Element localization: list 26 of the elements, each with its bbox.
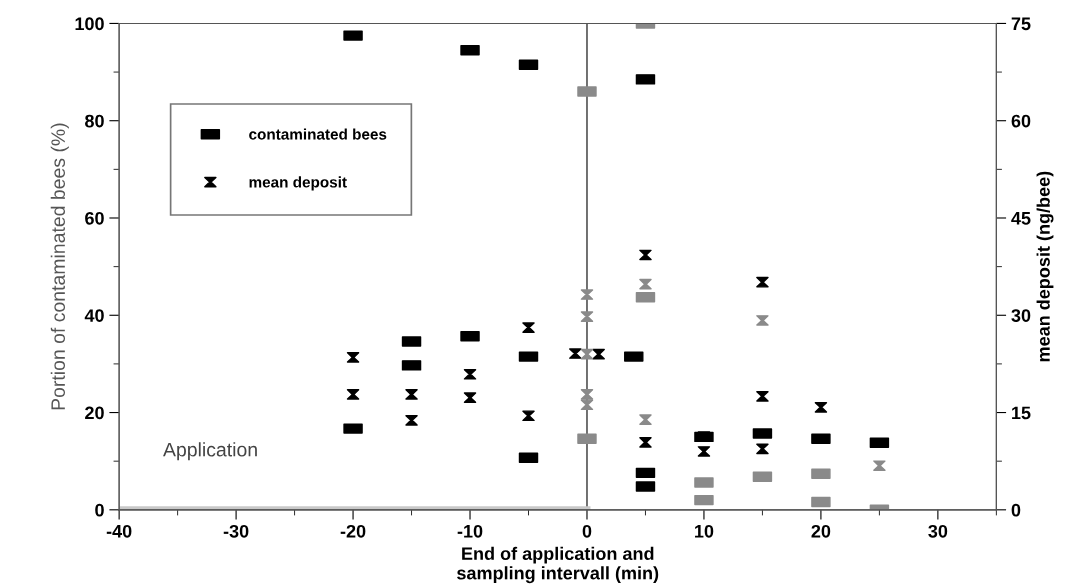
y2-tick-label: 30: [1011, 309, 1031, 323]
x-tick-label: -10: [457, 524, 483, 538]
y2-tick-label: 45: [1011, 212, 1031, 225]
y2-tick-label: 0: [1011, 503, 1021, 517]
y-tick-label: 60: [85, 211, 104, 225]
y-tick-label: 100: [75, 17, 104, 31]
x-tick-label: 20: [811, 524, 831, 538]
y2-axis-title: mean deposit (ng/bee): [1036, 171, 1054, 362]
y-tick-label: 40: [84, 309, 104, 322]
annotation: Application: [163, 442, 257, 461]
y2-tick-label: 15: [1012, 406, 1031, 420]
y-tick-label: 20: [85, 406, 104, 420]
x-tick-label: -30: [223, 524, 249, 538]
x-tick-label: 10: [695, 524, 714, 538]
y2-tick-label: 75: [1011, 17, 1031, 31]
x-tick-label: -20: [340, 524, 366, 538]
x-tick-label: 0: [582, 524, 592, 538]
legend-label: contaminated bees: [249, 128, 387, 140]
y-tick-label: 80: [85, 114, 104, 128]
y-axis-title: Portion of contaminated bees (%): [50, 123, 69, 410]
legend-label: mean deposit: [249, 176, 347, 191]
y-tick-label: 0: [95, 503, 104, 517]
x-tick-label: -40: [106, 524, 132, 538]
x-axis-title: End of application and sampling intervall (min): [457, 546, 659, 584]
y2-tick-label: 60: [1011, 114, 1031, 128]
x-tick-label: 30: [928, 524, 948, 538]
